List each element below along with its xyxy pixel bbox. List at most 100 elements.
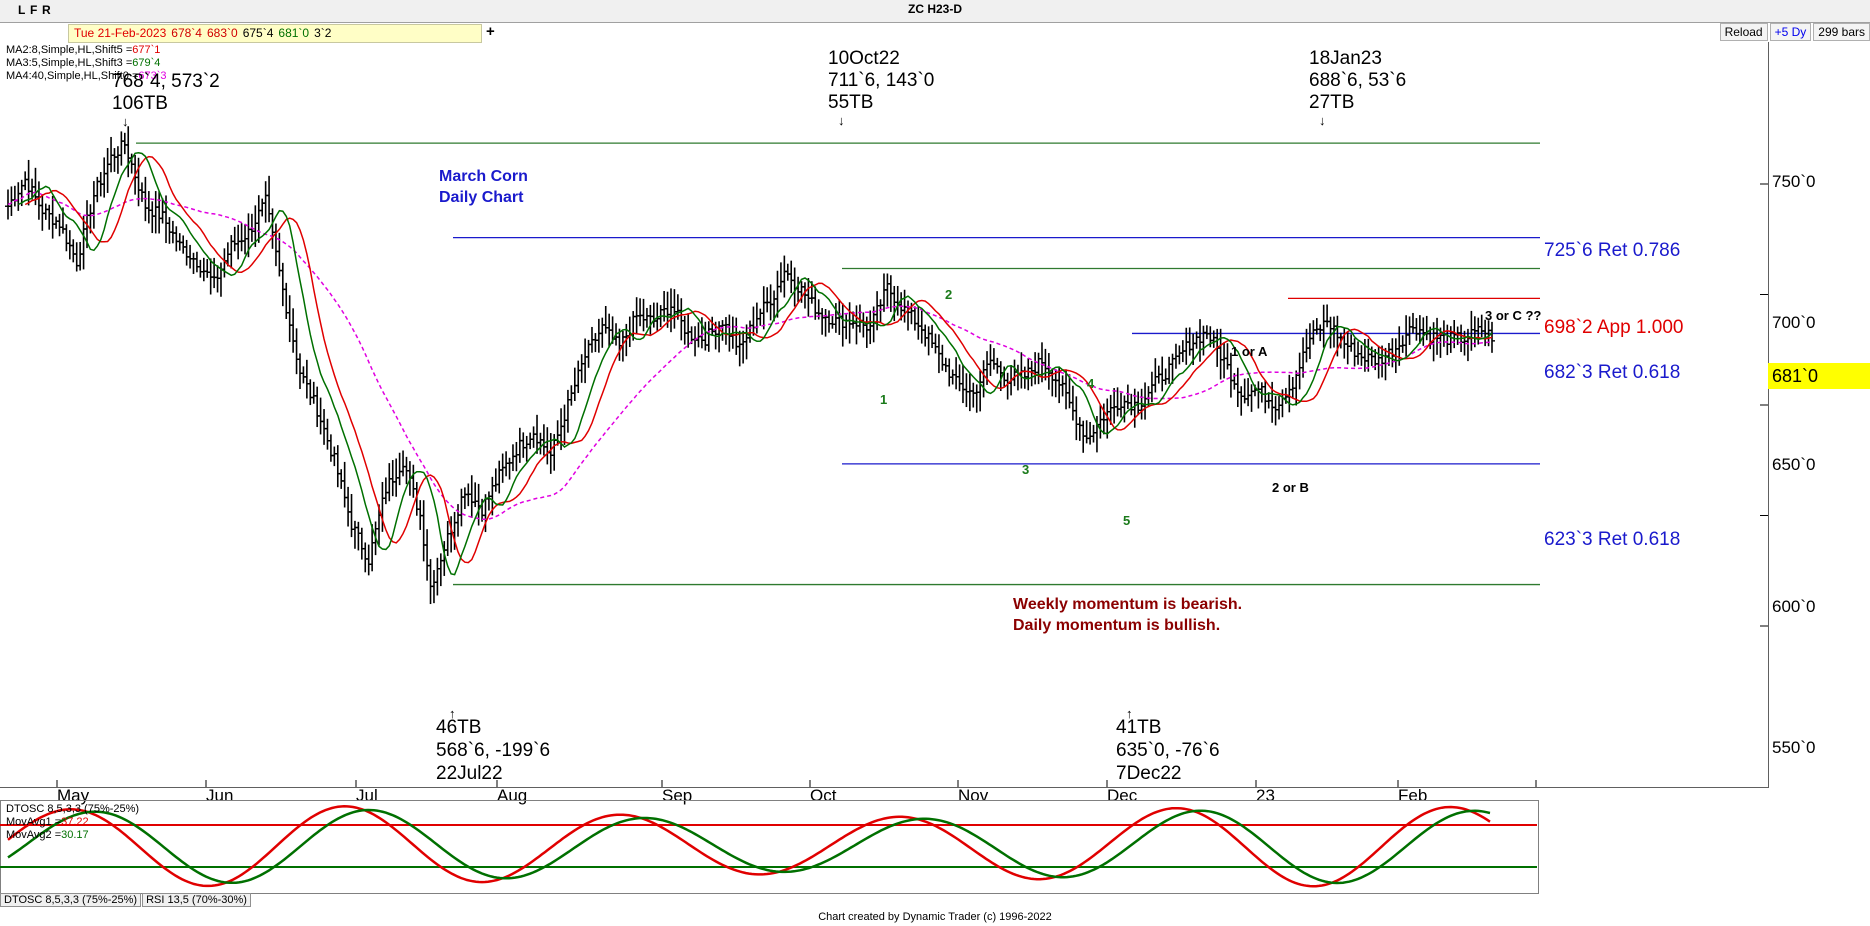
price-bar [880,273,887,312]
price-bar [822,308,829,337]
price-bar [1221,342,1228,379]
toolbar-button-l[interactable]: L [18,3,26,17]
quote-close: 681`0 [278,26,310,40]
price-bar [568,385,575,406]
price-bar [166,217,173,244]
toolbar-button-f[interactable]: F [30,3,38,17]
price-bar [705,321,712,352]
price-bar [1224,343,1231,370]
price-bar [321,409,328,445]
price-bar [781,255,788,298]
price-bar [1413,318,1420,341]
ma40-line [7,191,1493,521]
add-button[interactable]: + [486,23,495,40]
price-bar [643,307,650,328]
price-bar [468,475,475,518]
quote-open: 678`4 [171,26,202,40]
price-bar [355,521,362,551]
tab-rsi[interactable]: RSI 13,5 (70%-30%) [142,893,251,907]
price-bar [327,434,334,462]
price-bar [334,445,341,488]
price-bar [238,223,245,252]
price-bar [1152,358,1159,393]
price-bar [932,333,939,354]
price-bar [169,220,176,244]
y-axis-tick-550: 550`0 [1772,738,1816,757]
price-bar [1447,326,1454,353]
price-bar [114,146,121,174]
price-bar [575,360,582,394]
ma-legend-2: MA2:8,Simple,HL,Shift5 =677`1 [6,44,161,56]
price-bar [1186,327,1193,356]
price-bar [736,330,743,367]
level-label-ret618-lower: 623`3 Ret 0.618 [1544,529,1681,550]
dec-low-values: 635`0, -76`6 [1116,740,1220,761]
price-bar [1444,324,1451,356]
price-bar [1317,324,1324,342]
oscillator-panel[interactable] [0,800,1539,894]
price-bar [839,303,846,347]
oscillator-svg [0,805,1537,888]
price-bar [1166,356,1173,384]
ma-legend-4: MA4:40,Simple,HL,Shift0 =673`3 [6,70,167,82]
price-bar [1032,352,1039,385]
price-bar [187,244,194,269]
arrow-down-icon: ↓ [122,114,129,129]
price-bar [966,373,973,412]
price-bar [516,427,523,463]
y-axis-tick-600: 600`0 [1772,597,1816,616]
price-bar [458,488,465,527]
last-price-marker: 681`0 [1768,363,1870,389]
price-bar [788,260,795,294]
price-bar [259,198,266,217]
toolbar-button-r[interactable]: R [42,3,51,17]
price-bar [640,298,647,332]
price-bar [348,493,355,538]
chart-note-subtitle: Daily Chart [439,189,524,206]
price-bar [1069,385,1076,421]
price-bar [1090,424,1097,443]
jan-high-date: 18Jan23 [1309,48,1382,69]
price-bar [777,262,784,293]
price-bar [482,494,489,533]
price-bar [121,132,128,155]
price-bar [760,286,767,330]
main-chart-panel[interactable] [0,42,1769,788]
price-bar [314,386,321,428]
price-bar [125,126,132,178]
price-bar [262,181,269,223]
ma8-line [24,155,1493,564]
price-bar [496,460,503,494]
price-bar [310,381,317,404]
price-bar [22,171,29,191]
wave-label-3-or-c: 3 or C ?? [1485,308,1542,323]
price-bar [1111,388,1118,424]
price-bar [266,175,273,223]
quote-box: Tue 21-Feb-2023 678`4 683`0 675`4 681`0 3`2 [68,24,482,43]
price-bar [1159,356,1166,392]
price-bar [537,432,544,455]
price-bar [1351,338,1358,367]
price-bar [1468,310,1475,351]
price-bar [94,176,101,203]
price-bar [293,328,300,375]
price-bar [1049,368,1056,397]
price-bar [1306,323,1313,360]
top-right-controls: Reload +5 Dy 299 bars [1718,23,1870,41]
price-bar [1118,392,1124,418]
reload-button[interactable]: Reload [1719,23,1768,41]
jul-low-values: 568`6, -199`6 [436,740,551,761]
price-bar [413,482,420,516]
price-bar [1197,319,1204,362]
range-button[interactable]: +5 Dy [1769,23,1812,41]
price-bar [905,300,912,331]
price-bar [1073,396,1080,441]
price-bar [977,370,984,412]
dec-low-date: 7Dec22 [1116,763,1182,784]
price-bar [1227,352,1234,398]
tab-dtosc[interactable]: DTOSC 8,5,3,3 (75%-25%) [0,893,142,907]
dec-low-tb: 41TB [1116,717,1162,738]
wave-label-1: 1 [880,392,888,407]
may-high-tb: 106TB [112,93,168,114]
price-bars [5,126,1495,605]
